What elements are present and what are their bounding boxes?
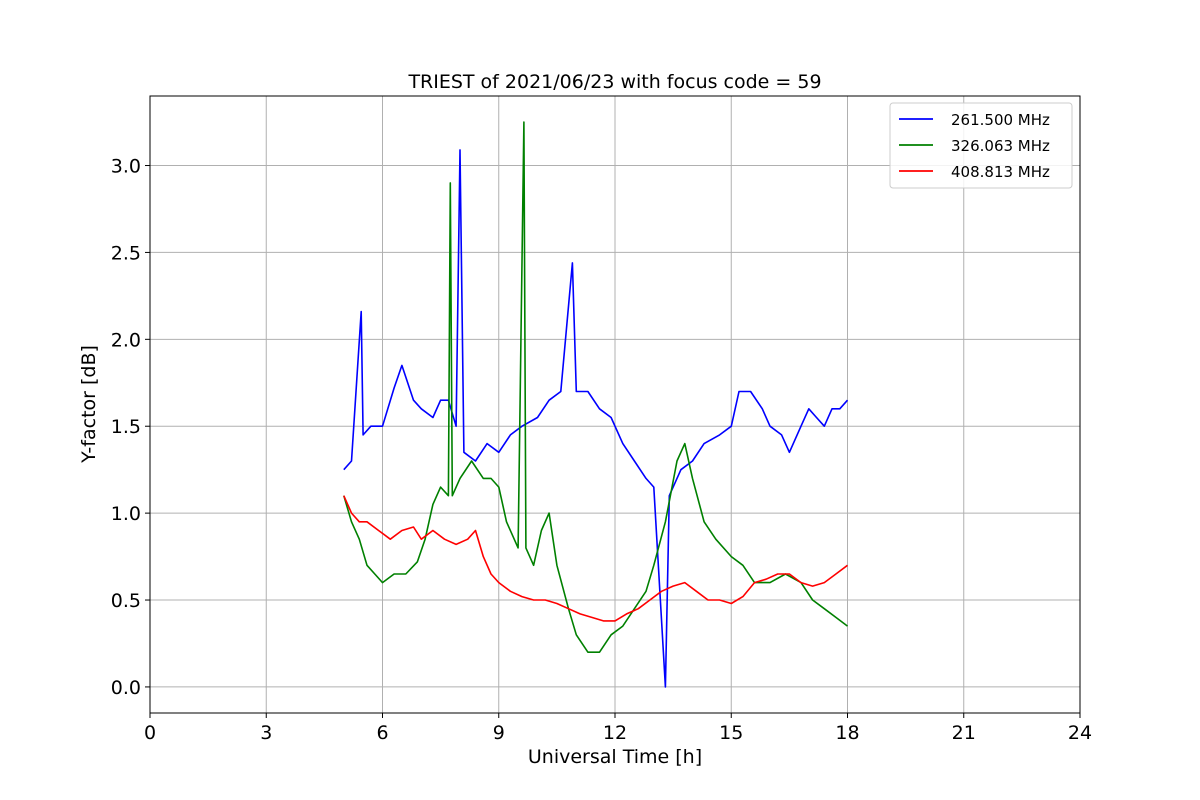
y-tick-label: 0.0 xyxy=(111,677,141,699)
x-tick-label: 6 xyxy=(376,722,388,744)
x-tick-label: 3 xyxy=(260,722,272,744)
series-line-0 xyxy=(343,149,849,688)
series-line-2 xyxy=(343,495,848,622)
x-tick-label: 15 xyxy=(719,722,743,744)
x-axis: 0 3 6 9 12 15 18 21 24 xyxy=(144,713,1092,744)
x-tick-label: 9 xyxy=(493,722,505,744)
legend: 261.500 MHz 326.063 MHz 408.813 MHz xyxy=(889,102,1073,189)
y-tick-label: 0.5 xyxy=(111,590,141,612)
x-tick-label: 0 xyxy=(144,722,156,744)
y-tick-label: 1.5 xyxy=(111,416,141,438)
legend-box xyxy=(889,102,1073,189)
legend-label: 408.813 MHz xyxy=(951,163,1050,181)
series-group xyxy=(343,121,849,688)
y-tick-label: 3.0 xyxy=(111,156,141,178)
x-tick-label: 18 xyxy=(835,722,859,744)
y-tick-label: 2.0 xyxy=(111,329,141,351)
legend-label: 261.500 MHz xyxy=(951,111,1050,129)
series-line-1 xyxy=(343,121,848,653)
legend-label: 326.063 MHz xyxy=(951,137,1050,155)
x-axis-label: Universal Time [h] xyxy=(528,746,702,768)
x-tick-label: 24 xyxy=(1068,722,1092,744)
x-tick-label: 21 xyxy=(952,722,976,744)
y-tick-label: 1.0 xyxy=(111,503,141,525)
x-tick-label: 12 xyxy=(603,722,627,744)
y-axis: 0.0 0.5 1.0 1.5 2.0 2.5 3.0 xyxy=(111,156,150,699)
y-axis-label: Y-factor [dB] xyxy=(78,345,100,464)
y-tick-label: 2.5 xyxy=(111,242,141,264)
chart-title: TRIEST of 2021/06/23 with focus code = 5… xyxy=(407,71,821,93)
